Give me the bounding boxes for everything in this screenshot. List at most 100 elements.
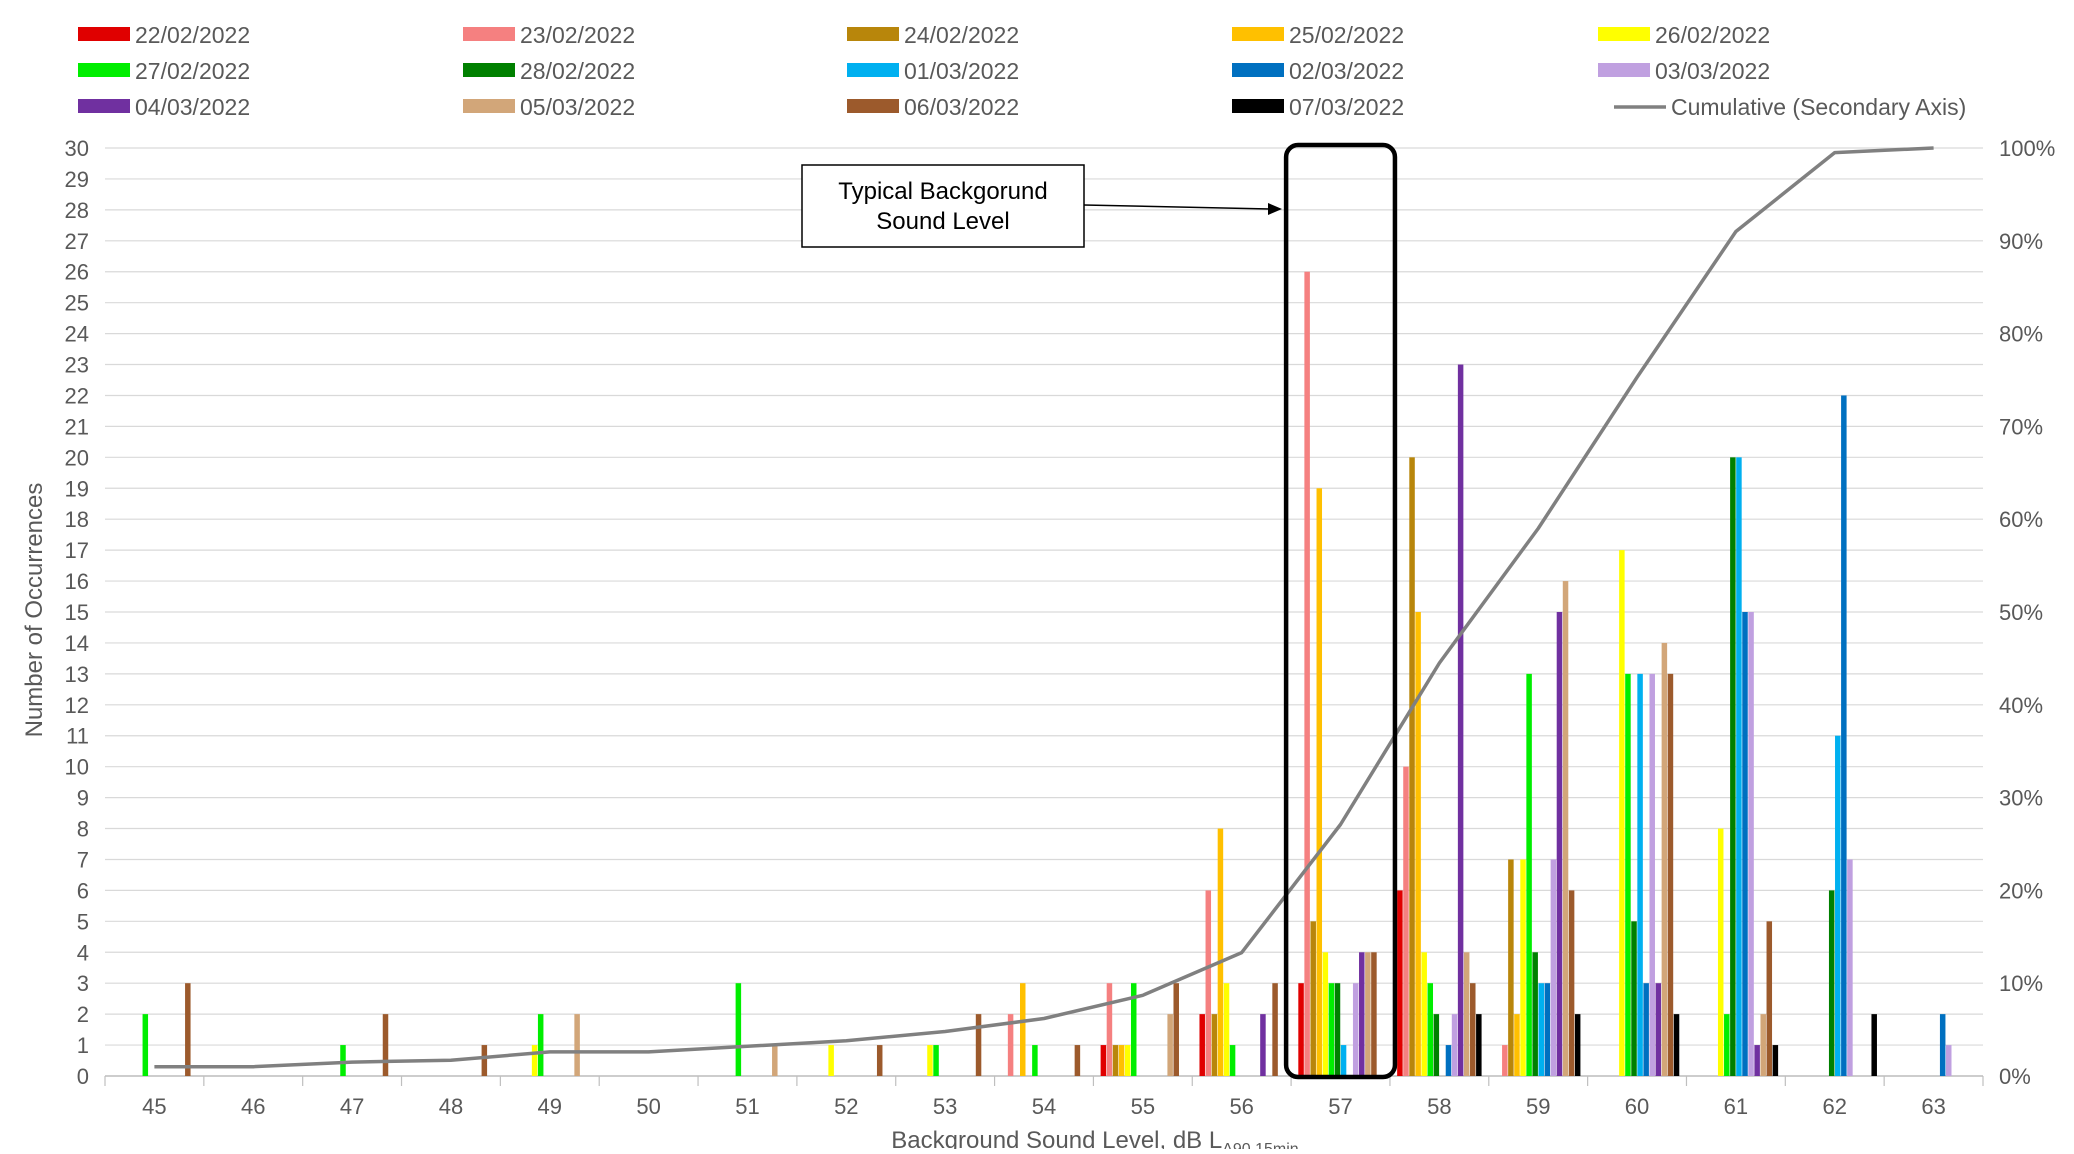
bar [1371,952,1377,1076]
legend-swatch [463,27,515,41]
x-tick-label: 51 [735,1094,759,1119]
bar [1544,983,1551,1076]
bar [1514,1014,1520,1076]
bar [1649,673,1655,1076]
x-axis-title-sub: A90,15min [1222,1141,1299,1149]
bar [382,1014,389,1076]
bar [1260,1014,1266,1076]
legend-swatch [1232,63,1284,77]
bars [142,271,1952,1076]
bar [531,1045,538,1076]
bar [1457,364,1464,1076]
axes: 0123456789101112131415161718192021222324… [65,136,2056,1119]
y-tick-label: 2 [77,1002,89,1027]
bar [1217,828,1224,1076]
legend-label: 22/02/2022 [135,22,250,48]
x-tick-label: 62 [1822,1094,1846,1119]
bar [1476,1014,1482,1076]
annotation-line2: Sound Level [876,208,1009,235]
y-tick-label: 11 [66,724,89,749]
bar [1754,1045,1760,1076]
x-tick-label: 54 [1032,1094,1056,1119]
legend-swatch [78,99,130,113]
bar [1433,1014,1440,1076]
bar [537,1014,544,1076]
bar [1199,1014,1205,1076]
bar [1766,921,1773,1076]
bar [1463,952,1470,1076]
bar [1760,1014,1766,1076]
bar [1730,457,1736,1076]
y-tick-label: 25 [65,291,89,316]
bar [1304,271,1310,1076]
legend-label: 26/02/2022 [1655,22,1770,48]
bar [1112,1045,1119,1076]
y2-tick-label: 0% [1999,1064,2031,1089]
y-tick-label: 29 [65,167,89,192]
legend-label: 28/02/2022 [520,58,635,84]
annotation-arrow [1083,204,1271,210]
bar [1667,673,1674,1076]
y-tick-label: 21 [65,414,89,439]
bar [1205,890,1212,1076]
y-tick-label: 16 [65,569,89,594]
y-tick-label: 0 [77,1064,89,1089]
y2-tick-label: 100% [1999,136,2055,161]
bar [1427,983,1434,1076]
x-tick-label: 60 [1625,1094,1649,1119]
legend-swatch [1598,63,1650,77]
bar [1673,1014,1680,1076]
bar [1415,612,1421,1076]
bar [1272,983,1278,1076]
bar [1748,612,1754,1076]
bar [1526,673,1532,1076]
bar [1655,983,1662,1076]
bar [574,1014,580,1076]
cumulative-line-layer [154,146,1934,1069]
bar [1631,921,1637,1076]
bar [1625,673,1631,1076]
legend-swatch [847,27,899,41]
gridlines [105,147,1983,1077]
legend-swatch [1232,27,1284,41]
y-tick-label: 28 [65,198,89,223]
bar [1939,1014,1946,1076]
y2-tick-label: 30% [1999,786,2043,811]
bar [1828,890,1835,1076]
legend-label: 07/03/2022 [1289,94,1404,120]
legend-label: 23/02/2022 [520,22,635,48]
bar [1334,983,1341,1076]
y-tick-label: 9 [77,786,89,811]
bar [1359,952,1365,1076]
y-tick-label: 23 [65,353,89,378]
legend-label: Cumulative (Secondary Axis) [1671,94,1966,120]
x-tick-label: 48 [439,1094,463,1119]
y2-tick-label: 90% [1999,229,2043,254]
y-tick-label: 27 [65,229,89,254]
bar [1403,766,1409,1076]
y-tick-label: 19 [65,476,89,501]
y-axis-title: Number of Occurrences [21,483,48,738]
bar [1100,1045,1107,1076]
x-tick-label: 59 [1526,1094,1550,1119]
bar [1118,1045,1125,1076]
legend-swatch [463,99,515,113]
bar [876,1045,883,1076]
bar [1316,488,1323,1076]
bar [1106,983,1113,1076]
bar [975,1014,982,1076]
highlight-box [1283,142,1398,1080]
bar [1550,859,1557,1076]
bar [1365,952,1371,1076]
cumulative-line [154,146,1934,1069]
bar [1211,1014,1218,1076]
bar [1352,983,1359,1076]
bar [1298,983,1304,1076]
bar [1556,612,1563,1076]
legend-swatch [463,63,515,77]
legend-label: 01/03/2022 [904,58,1019,84]
y2-tick-label: 70% [1999,414,2043,439]
y-tick-label: 8 [77,817,89,842]
